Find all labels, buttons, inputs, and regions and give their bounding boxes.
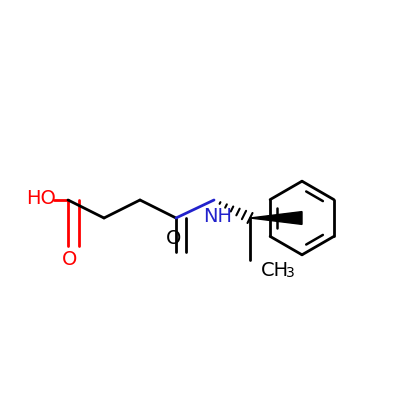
Text: NH: NH [203, 206, 232, 226]
Polygon shape [250, 212, 302, 224]
Text: HO: HO [26, 188, 56, 208]
Text: CH: CH [261, 260, 289, 280]
Text: 3: 3 [286, 266, 295, 280]
Text: O: O [62, 250, 78, 269]
Text: O: O [166, 229, 182, 248]
